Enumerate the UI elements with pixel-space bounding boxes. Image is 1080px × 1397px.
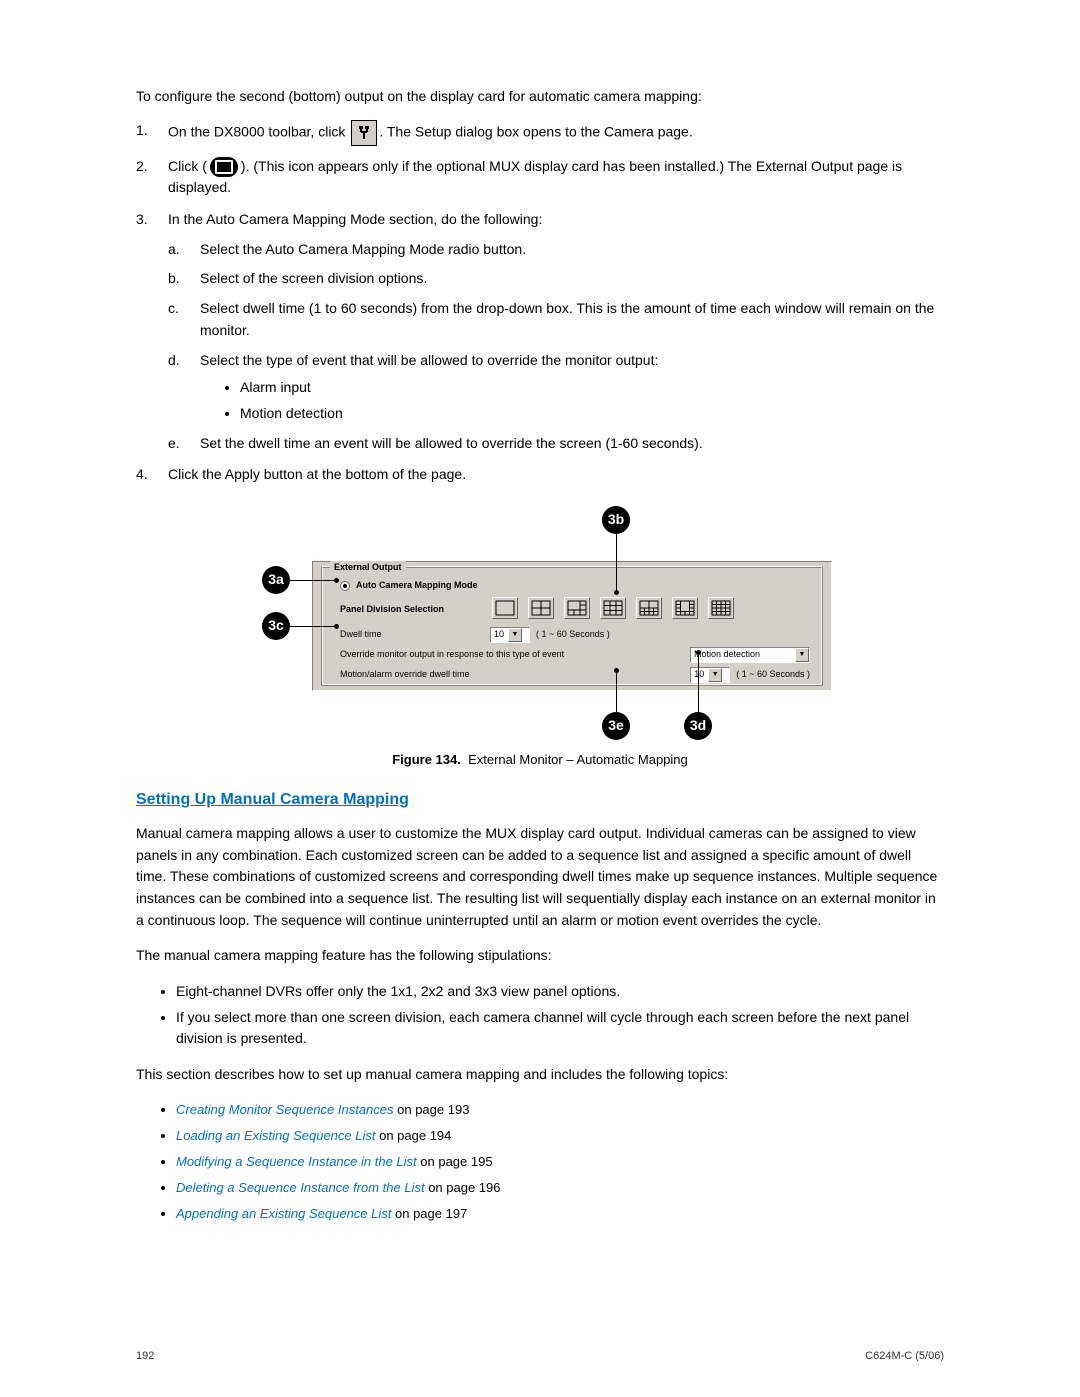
topic-link[interactable]: Modifying a Sequence Instance in the Lis… [176,1154,417,1169]
radio-icon [340,581,350,591]
division-btn-13[interactable] [672,597,698,619]
step-3a: a.Select the Auto Camera Mapping Mode ra… [200,239,944,261]
step-4: 4. Click the Apply button at the bottom … [168,464,944,486]
division-btn-10[interactable] [636,597,662,619]
override-dwell-hint: ( 1 ~ 60 Seconds ) [736,668,810,682]
callout-3b: 3b [602,506,630,534]
division-btn-6[interactable] [564,597,590,619]
para-3: This section describes how to set up man… [136,1064,944,1086]
topics-list: Creating Monitor Sequence Instances on p… [136,1100,944,1225]
division-btn-16[interactable] [708,597,734,619]
fieldset-legend: External Output [330,561,406,575]
division-btn-9[interactable] [600,597,626,619]
para-2: The manual camera mapping feature has th… [136,945,944,967]
division-btn-4[interactable] [528,597,554,619]
override-label: Override monitor output in response to t… [340,648,564,662]
dwell-dropdown[interactable]: 10 ▼ [490,627,530,643]
step-1-pre: On the DX8000 toolbar, click [168,123,345,139]
chevron-down-icon: ▼ [708,668,722,682]
step-3: 3. In the Auto Camera Mapping Mode secti… [168,209,944,454]
dwell-label: Dwell time [340,628,490,642]
callout-3e: 3e [602,712,630,740]
chevron-down-icon: ▼ [795,648,809,662]
section-heading: Setting Up Manual Camera Mapping [136,788,944,813]
step-1: 1. On the DX8000 toolbar, click . The Se… [168,120,944,146]
doc-ref: C624M-C (5/06) [865,1350,944,1362]
step-3d: d.Select the type of event that will be … [200,350,944,425]
step-2: 2. Click (). (This icon appears only if … [168,156,944,199]
topic-item: Deleting a Sequence Instance from the Li… [176,1178,944,1198]
stipulations-list: Eight-channel DVRs offer only the 1x1, 2… [136,981,944,1050]
topic-link[interactable]: Appending an Existing Sequence List [176,1206,391,1221]
step-1-post: . The Setup dialog box opens to the Came… [379,123,692,139]
chevron-down-icon: ▼ [508,628,522,642]
page-footer: 192 C624M-C (5/06) [136,1350,944,1362]
topic-item: Modifying a Sequence Instance in the Lis… [176,1152,944,1172]
callout-3c: 3c [262,612,290,640]
monitor-icon [210,157,238,177]
figure-134: 3b 3a 3c 3e 3d External Output [232,506,848,736]
step-3c: c.Select dwell time (1 to 60 seconds) fr… [200,298,944,341]
page-number: 192 [136,1350,154,1362]
override-dwell-label: Motion/alarm override dwell time [340,668,470,682]
external-output-panel: External Output Auto Camera Mapping Mode… [312,561,832,691]
override-dwell-dropdown[interactable]: 10 ▼ [690,667,730,683]
step-3b: b.Select of the screen division options. [200,268,944,290]
step-3-text: In the Auto Camera Mapping Mode section,… [168,211,542,227]
topic-item: Loading an Existing Sequence List on pag… [176,1126,944,1146]
callout-3d: 3d [684,712,712,740]
topic-link[interactable]: Deleting a Sequence Instance from the Li… [176,1180,425,1195]
step-2-pre: Click [168,158,198,174]
division-buttons [492,597,734,619]
division-btn-1[interactable] [492,597,518,619]
intro-text: To configure the second (bottom) output … [136,86,944,108]
dwell-hint: ( 1 ~ 60 Seconds ) [536,628,610,642]
setup-icon [351,120,377,146]
callout-3a: 3a [262,566,290,594]
figure-caption: Figure 134. External Monitor – Automatic… [136,750,944,770]
para-1: Manual camera mapping allows a user to c… [136,823,944,931]
topic-item: Appending an Existing Sequence List on p… [176,1204,944,1224]
step-3e: e.Set the dwell time an event will be al… [200,433,944,455]
step-2-post: . (This icon appears only if the optiona… [168,158,902,196]
panel-division-label: Panel Division Selection [340,603,444,617]
override-event-dropdown[interactable]: Motion detection ▼ [690,647,810,663]
auto-mapping-radio[interactable]: Auto Camera Mapping Mode [340,579,478,593]
steps-list: 1. On the DX8000 toolbar, click . The Se… [136,120,944,486]
topic-link[interactable]: Loading an Existing Sequence List [176,1128,375,1143]
topic-item: Creating Monitor Sequence Instances on p… [176,1100,944,1120]
topic-link[interactable]: Creating Monitor Sequence Instances [176,1102,394,1117]
step-3d-bullets: Alarm input Motion detection [200,377,944,424]
